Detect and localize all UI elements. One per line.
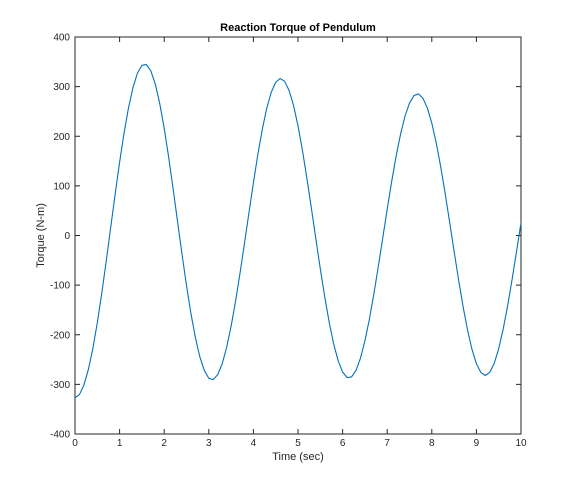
x-tick-label: 7 — [384, 438, 390, 449]
x-tick-label: 3 — [206, 438, 212, 449]
y-tick-label: 200 — [53, 132, 70, 143]
x-tick-label: 0 — [72, 438, 78, 449]
y-tick-label: -200 — [50, 330, 70, 341]
y-tick-label: -400 — [50, 430, 70, 441]
chart-title: Reaction Torque of Pendulum — [220, 22, 376, 34]
y-axis-label: Torque (N-m) — [35, 203, 47, 268]
x-tick-label: 5 — [295, 438, 301, 449]
x-tick-label: 2 — [161, 438, 167, 449]
x-tick-label: 10 — [515, 438, 527, 449]
y-tick-label: 100 — [53, 181, 70, 192]
x-axis-label: Time (sec) — [272, 451, 324, 463]
y-tick-label: -100 — [50, 281, 70, 292]
x-tick-label: 4 — [251, 438, 257, 449]
series-line-0 — [74, 63, 522, 399]
x-tick-label: 8 — [429, 438, 435, 449]
axes-box — [74, 36, 522, 435]
x-tick-label: 9 — [474, 438, 480, 449]
x-tick-label: 6 — [340, 438, 346, 449]
y-tick-label: 300 — [53, 82, 70, 93]
y-tick-label: 400 — [53, 33, 70, 44]
y-tick-label: 0 — [64, 231, 70, 242]
y-tick-label: -300 — [50, 380, 70, 391]
x-tick-label: 1 — [117, 438, 123, 449]
